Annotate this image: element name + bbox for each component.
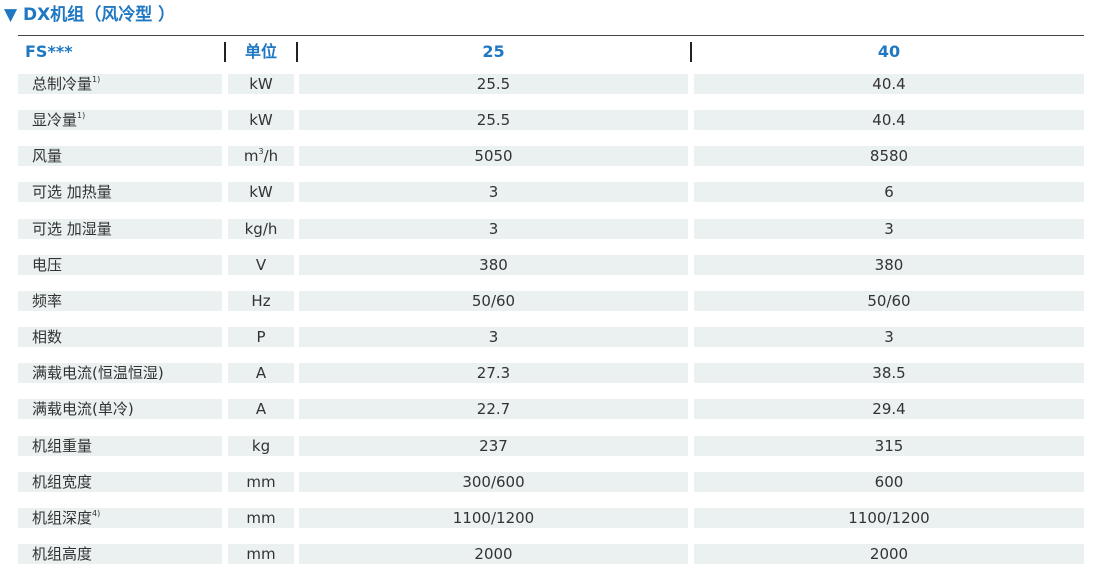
- value-cell: 27.3: [299, 363, 688, 384]
- unit-cell: kW: [228, 182, 294, 203]
- unit-cell: A: [228, 399, 294, 420]
- header-separator: [690, 42, 692, 62]
- row-label: 机组宽度: [18, 471, 222, 492]
- value-cell: 3: [694, 218, 1084, 239]
- value-cell: 1100/1200: [299, 507, 688, 528]
- unit-cell: mm: [228, 471, 294, 492]
- header-col: 25: [482, 42, 505, 61]
- row-label: 显冷量1): [18, 110, 222, 131]
- unit-cell: mm: [228, 507, 294, 528]
- header-col: 40: [877, 42, 901, 61]
- value-cell: 6: [694, 182, 1084, 203]
- row-label: 机组深度4): [18, 507, 222, 528]
- row-label: 满载电流(恒温恒湿): [18, 363, 222, 384]
- unit-cell: Hz: [228, 290, 294, 311]
- row-label: 满载电流(单冷): [18, 399, 222, 420]
- unit-cell: kW: [228, 110, 294, 131]
- value-cell: 300/600: [299, 471, 688, 492]
- unit-cell: V: [228, 254, 294, 275]
- value-cell: 3: [694, 327, 1084, 348]
- unit-cell: P: [228, 327, 294, 348]
- value-cell: 25.5: [299, 74, 688, 94]
- value-cell: 380: [299, 254, 688, 275]
- value-cell: 40.4: [694, 74, 1084, 94]
- row-label: 相数: [18, 327, 222, 348]
- header-separator: [296, 42, 298, 62]
- row-label: 机组重量: [18, 435, 222, 456]
- cell-text: /h: [263, 147, 279, 166]
- header-model: FS***: [25, 42, 73, 61]
- unit-cell: m3/h: [228, 146, 294, 167]
- value-cell: 22.7: [299, 399, 688, 420]
- value-cell: 2000: [694, 543, 1084, 564]
- header-unit: 单位: [244, 42, 277, 61]
- value-cell: 40.4: [694, 110, 1084, 131]
- value-cell: 8580: [694, 146, 1084, 167]
- value-cell: 50/60: [694, 290, 1084, 311]
- row-label: 机组高度: [18, 543, 222, 564]
- value-cell: 5050: [299, 146, 688, 167]
- cell-text: 总制冷量: [32, 75, 93, 93]
- value-cell: 3: [299, 182, 688, 203]
- footnote-mark: 1): [92, 75, 101, 84]
- value-cell: 38.5: [694, 363, 1084, 384]
- row-label: 可选 加热量: [18, 182, 222, 203]
- unit-cell: kW: [228, 74, 294, 94]
- value-cell: 315: [694, 435, 1084, 456]
- row-label: 总制冷量1): [18, 74, 222, 94]
- row-label: 电压: [18, 254, 222, 275]
- unit-cell: A: [228, 363, 294, 384]
- unit-cell: kg: [228, 435, 294, 456]
- value-cell: 237: [299, 435, 688, 456]
- footnote-mark: 1): [77, 111, 86, 121]
- value-cell: 25.5: [299, 110, 688, 131]
- footnote-mark: 3: [258, 147, 264, 157]
- value-cell: 380: [694, 254, 1084, 275]
- unit-cell: mm: [228, 543, 294, 564]
- value-cell: 29.4: [694, 399, 1084, 420]
- value-cell: 2000: [299, 543, 688, 564]
- header-rule: [18, 35, 1084, 36]
- row-label: 可选 加湿量: [18, 218, 222, 239]
- value-cell: 1100/1200: [694, 507, 1084, 528]
- row-label: 风量: [18, 146, 222, 167]
- value-cell: 3: [299, 327, 688, 348]
- unit-cell: kg/h: [228, 218, 294, 239]
- section-title: ▼ DX机组（风冷型 ）: [4, 5, 176, 25]
- value-cell: 3: [299, 218, 688, 239]
- footnote-mark: 4): [92, 508, 101, 518]
- row-label: 频率: [18, 290, 222, 311]
- cell-text: 机组深度: [32, 508, 93, 527]
- header-separator: [224, 42, 226, 62]
- value-cell: 50/60: [299, 290, 688, 311]
- cell-text: m: [243, 147, 259, 166]
- value-cell: 600: [694, 471, 1084, 492]
- cell-text: 显冷量: [32, 111, 78, 130]
